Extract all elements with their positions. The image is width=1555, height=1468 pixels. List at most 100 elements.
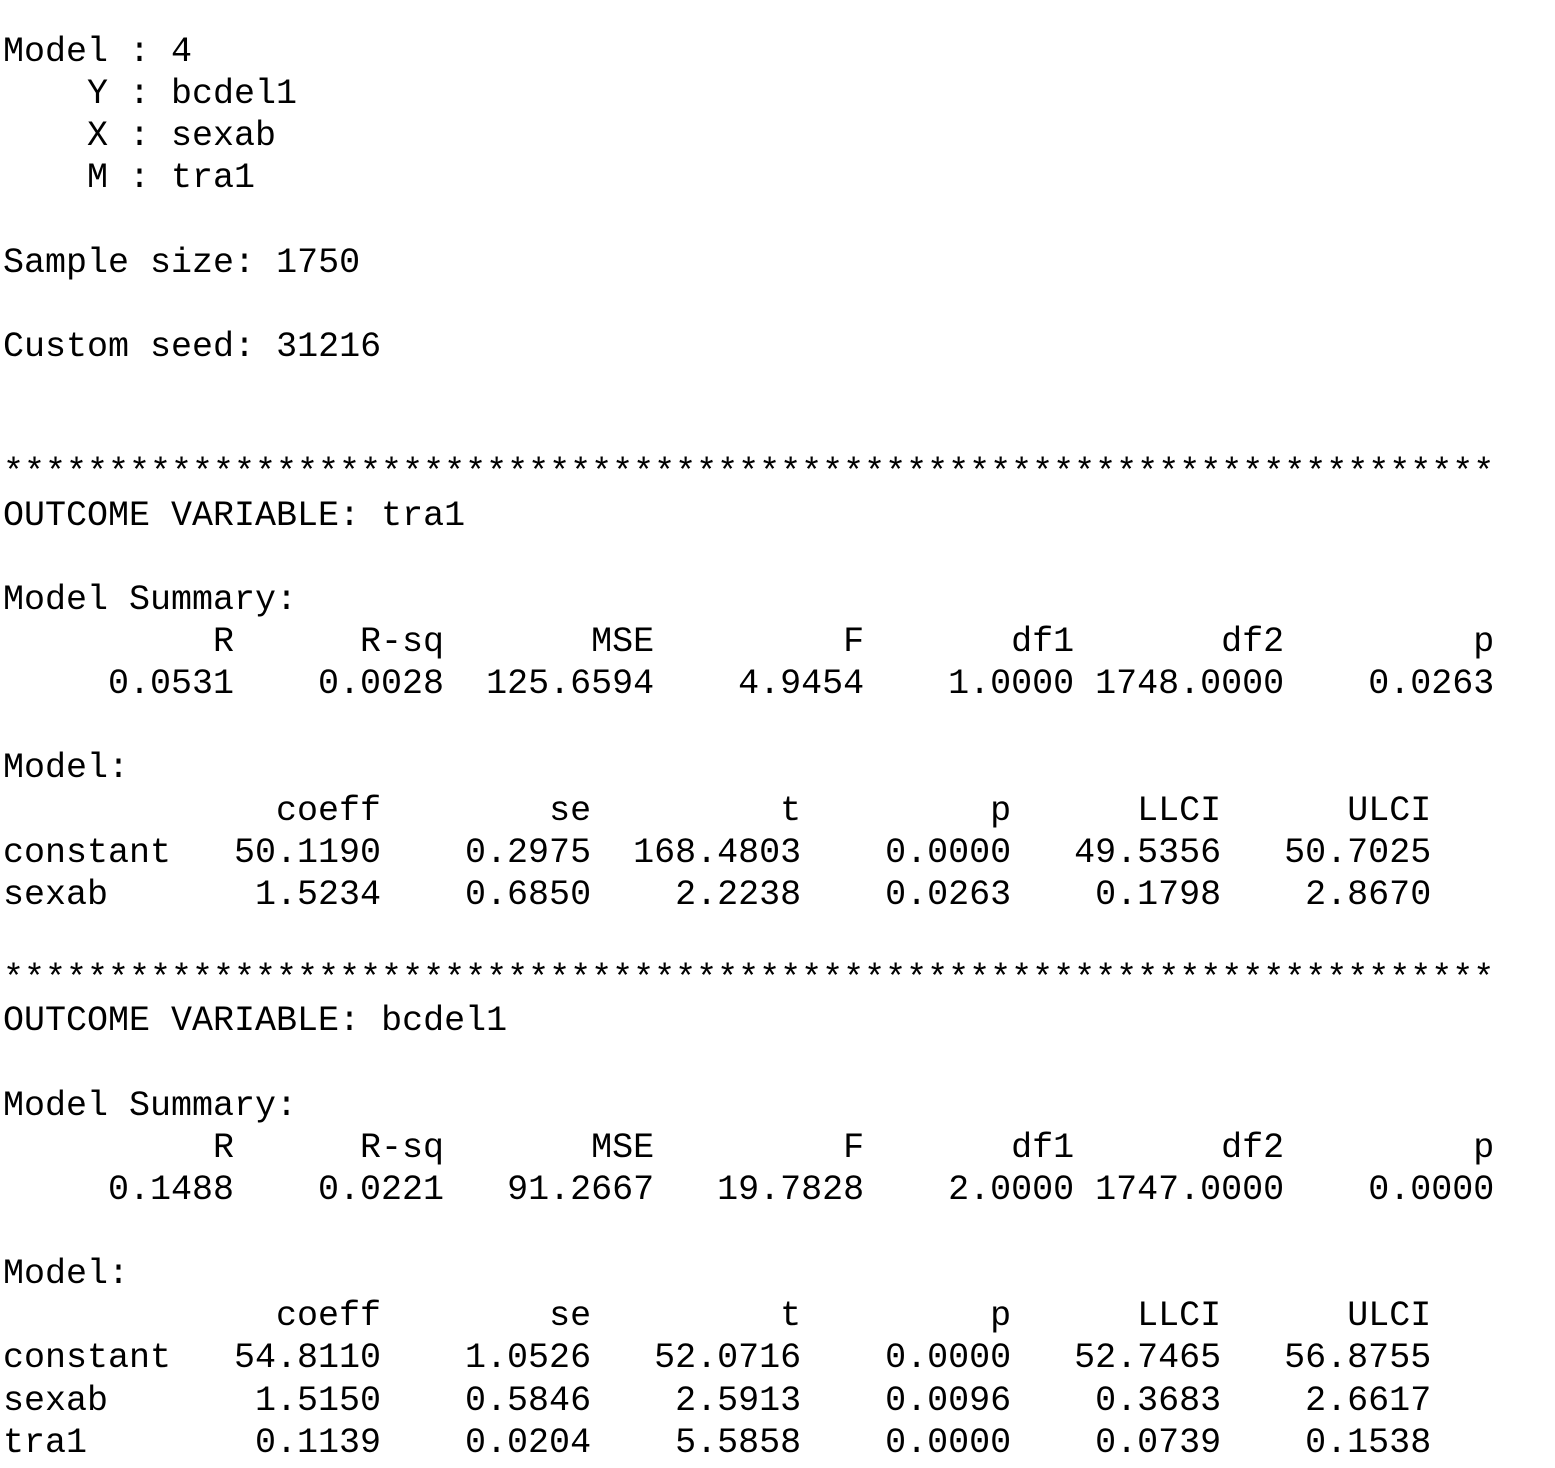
summary-value: 19.7828 xyxy=(717,1169,865,1210)
row-label: constant xyxy=(3,1338,172,1379)
model-column-header: ULCI xyxy=(1347,790,1432,831)
model-value: 52.0716 xyxy=(654,1338,802,1379)
model-value: 0.2975 xyxy=(465,832,592,873)
model-row: constant 50.1190 0.2975 168.4803 0.0000 49.53… xyxy=(3,832,1555,874)
header-value: sexab xyxy=(171,116,277,157)
model-row: constant 54.8110 1.0526 52.0716 0.0000 52.746… xyxy=(3,1337,1555,1379)
model-row: sexab 1.5234 0.6850 2.2238 0.0263 0.1798 2.867… xyxy=(3,874,1555,916)
model-value: 2.2238 xyxy=(675,874,802,915)
model-column-header: coeff xyxy=(276,790,382,831)
summary-column-header: R-sq xyxy=(360,1127,445,1168)
model-value: 1.0526 xyxy=(465,1338,592,1379)
summary-value: 0.0263 xyxy=(1368,664,1495,705)
header-line: M : tra1 xyxy=(3,157,1555,199)
summary-value: 1748.0000 xyxy=(1095,664,1285,705)
summary-column-header: df2 xyxy=(1221,621,1285,662)
header-value: 4 xyxy=(171,32,193,72)
summary-value: 4.9454 xyxy=(738,664,865,705)
seed-line: Custom seed: 31216 xyxy=(3,326,1555,368)
blank-line xyxy=(3,1211,1555,1253)
blank-line xyxy=(3,1042,1555,1084)
summary-column-header: F xyxy=(843,1127,865,1168)
model-column-header: coeff xyxy=(276,1296,382,1337)
model-value: 0.0000 xyxy=(885,832,1012,873)
row-label: sexab xyxy=(3,874,109,915)
model-value: 0.6850 xyxy=(465,874,592,915)
outcome-title: OUTCOME VARIABLE: bcdel1 xyxy=(3,1000,1555,1042)
row-label: constant xyxy=(3,832,172,873)
model-column-header: LLCI xyxy=(1137,1296,1222,1337)
header-line: Y : bcdel1 xyxy=(3,73,1555,115)
outcome-label: OUTCOME VARIABLE: xyxy=(3,1001,361,1042)
model-value: 0.0263 xyxy=(885,874,1012,915)
model-column-header: t xyxy=(780,790,802,831)
summary-column-header: p xyxy=(1473,621,1495,662)
model-column-header: t xyxy=(780,1296,802,1337)
model-column-header: se xyxy=(549,1296,592,1337)
model-value: 0.0096 xyxy=(885,1380,1012,1421)
seed-label: Custom seed: xyxy=(3,326,256,367)
separator: ****************************************… xyxy=(3,453,1495,494)
model-row: sexab 1.5150 0.5846 2.5913 0.0096 0.3683 2.661… xyxy=(3,1380,1555,1422)
header-label: M xyxy=(87,158,109,199)
model-column-header: p xyxy=(990,1296,1012,1337)
model-value: 1.5150 xyxy=(255,1380,382,1421)
model-value: 1.5234 xyxy=(255,874,382,915)
summary-column-header: df2 xyxy=(1221,1127,1285,1168)
summary-value: 2.0000 xyxy=(948,1169,1075,1210)
model-value: 52.7465 xyxy=(1074,1338,1222,1379)
header-line: Model : 4 xyxy=(3,32,193,72)
model-value: 49.5356 xyxy=(1074,832,1222,873)
blank-line xyxy=(3,284,1555,326)
model-column-header: p xyxy=(990,790,1012,831)
blank-line xyxy=(3,705,1555,747)
model-value: 50.1190 xyxy=(234,832,382,873)
blank-line xyxy=(3,410,1555,452)
row-label: tra1 xyxy=(3,1422,88,1463)
separator-line: ****************************************… xyxy=(3,958,1555,1000)
blank-line xyxy=(3,200,1555,242)
summary-value: 1.0000 xyxy=(948,664,1075,705)
seed-value: 31216 xyxy=(276,326,382,367)
header-value: bcdel1 xyxy=(171,74,298,115)
summary-value-row: 0.0531 0.0028 125.6594 4.9454 1.0000 1748.000… xyxy=(3,663,1555,705)
model-label: Model: xyxy=(3,1254,130,1295)
model-value: 0.0000 xyxy=(885,1422,1012,1463)
model-summary-label: Model Summary: xyxy=(3,1085,298,1126)
summary-column-header: MSE xyxy=(591,621,655,662)
sample-size-value: 1750 xyxy=(276,242,361,283)
summary-column-header: MSE xyxy=(591,1127,655,1168)
blank-line xyxy=(3,368,1555,410)
summary-value-row: 0.1488 0.0221 91.2667 19.7828 2.0000 1747.000… xyxy=(3,1169,1555,1211)
summary-value: 0.0028 xyxy=(318,664,445,705)
summary-value: 1747.0000 xyxy=(1095,1169,1285,1210)
model-value: 54.8110 xyxy=(234,1338,382,1379)
sample-size-label: Sample size: xyxy=(3,242,256,283)
header-label: Model xyxy=(3,32,109,72)
model-title: Model: xyxy=(3,1253,1555,1295)
model-value: 0.1139 xyxy=(255,1422,382,1463)
summary-value: 125.6594 xyxy=(486,664,655,705)
separator-line: ****************************************… xyxy=(3,452,1555,494)
outcome-title: OUTCOME VARIABLE: tra1 xyxy=(3,495,1555,537)
summary-column-header: R xyxy=(213,621,235,662)
blank-line xyxy=(3,537,1555,579)
summary-column-header: R-sq xyxy=(360,621,445,662)
model-value: 2.6617 xyxy=(1305,1380,1432,1421)
model-value: 0.0000 xyxy=(885,1338,1012,1379)
model-column-header: LLCI xyxy=(1137,790,1222,831)
summary-value: 91.2667 xyxy=(507,1169,655,1210)
header-line: X : sexab xyxy=(3,115,1555,157)
model-value: 5.5858 xyxy=(675,1422,802,1463)
row-label: sexab xyxy=(3,1380,109,1421)
model-value: 50.7025 xyxy=(1284,832,1432,873)
model-value: 168.4803 xyxy=(633,832,802,873)
blank-line xyxy=(3,916,1555,958)
summary-value: 0.1488 xyxy=(108,1169,235,1210)
model-value: 0.5846 xyxy=(465,1380,592,1421)
model-header-row: coeff se t p LLCI ULCI xyxy=(3,1295,1555,1337)
header-value: tra1 xyxy=(171,158,256,199)
